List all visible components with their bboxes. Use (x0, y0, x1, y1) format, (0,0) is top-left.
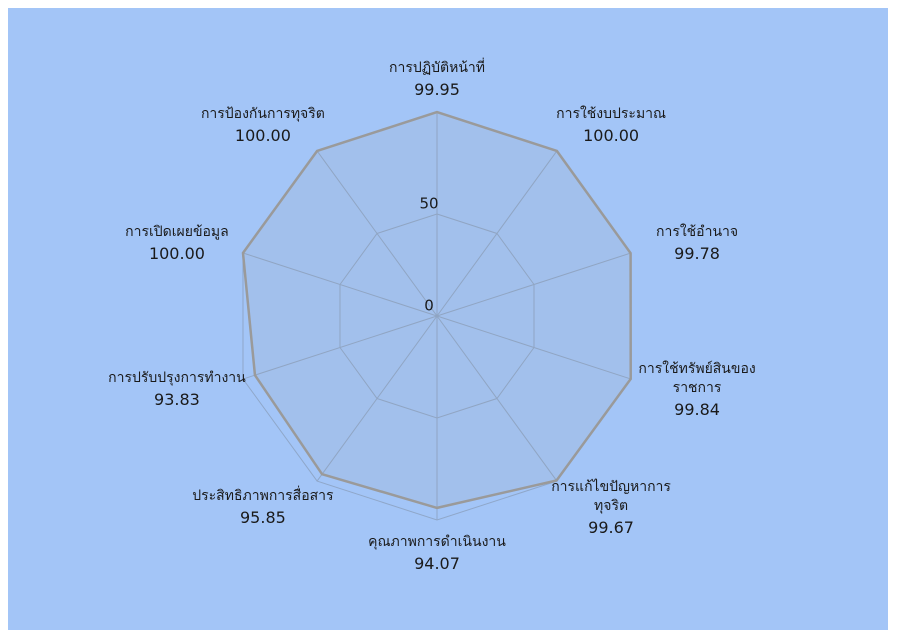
category-label: การเปิดเผยข้อมูล (125, 223, 229, 240)
axis-label: คุณภาพการดำเนินงาน 94.07 (362, 533, 512, 573)
value-label: 100.00 (234, 125, 291, 145)
axis-label: การใช้อำนาจ 99.78 (622, 223, 772, 263)
axis-label: การใช้ทรัพย์สินของราชการ 99.84 (622, 360, 772, 419)
category-label: การใช้ทรัพย์สินของราชการ (638, 360, 756, 396)
category-label: การปฏิบัติหน้าที่ (388, 60, 485, 77)
value-label: 95.85 (240, 508, 286, 528)
value-label: 100.00 (148, 243, 205, 263)
tick-label: 50 (419, 195, 438, 213)
axis-label: การเปิดเผยข้อมูล 100.00 (102, 223, 252, 263)
value-label: 94.07 (414, 553, 460, 573)
category-label: คุณภาพการดำเนินงาน (368, 533, 506, 550)
category-label: การป้องกันการทุจริต (200, 105, 325, 122)
category-label: การใช้อำนาจ (655, 223, 739, 240)
spoke (242, 315, 438, 380)
value-label: 99.67 (588, 517, 634, 537)
value-label: 99.95 (414, 80, 460, 100)
series-area (241, 110, 632, 510)
value-label: 99.84 (674, 399, 720, 419)
category-label: การใช้งบประมาณ (556, 105, 667, 122)
axis-label: การปรับปรุงการทำงาน 93.83 (102, 369, 252, 409)
chart: 0 50 (241, 110, 632, 521)
axis-label: การแก้ไขปัญหาการทุจริต 99.67 (536, 478, 686, 537)
category-label: ประสิทธิภาพการสื่อสาร (192, 488, 334, 505)
spoke (316, 315, 438, 482)
spoke (436, 315, 632, 380)
category-label: การแก้ไขปัญหาการทุจริต (551, 478, 671, 514)
spoke (436, 252, 632, 317)
value-label: 99.78 (674, 243, 720, 263)
axis-label: การปฏิบัติหน้าที่ 99.95 (362, 59, 512, 99)
spoke (316, 150, 438, 317)
value-label: 93.83 (154, 390, 200, 410)
spoke (436, 315, 558, 482)
chart-area: 0 50 การปฏิบัติหน้าที่ 99.95 การใช้งบประมาณ… (8, 8, 888, 630)
axis-label: การใช้งบประมาณ 100.00 (536, 105, 686, 145)
value-label: 100.00 (583, 125, 640, 145)
tick-label: 0 (424, 297, 434, 315)
axis-label: ประสิทธิภาพการสื่อสาร 95.85 (188, 487, 338, 527)
axis-label: การป้องกันการทุจริต 100.00 (188, 105, 338, 145)
spoke (242, 252, 438, 317)
spoke (436, 150, 558, 317)
category-label: การปรับปรุงการทำงาน (108, 370, 246, 387)
